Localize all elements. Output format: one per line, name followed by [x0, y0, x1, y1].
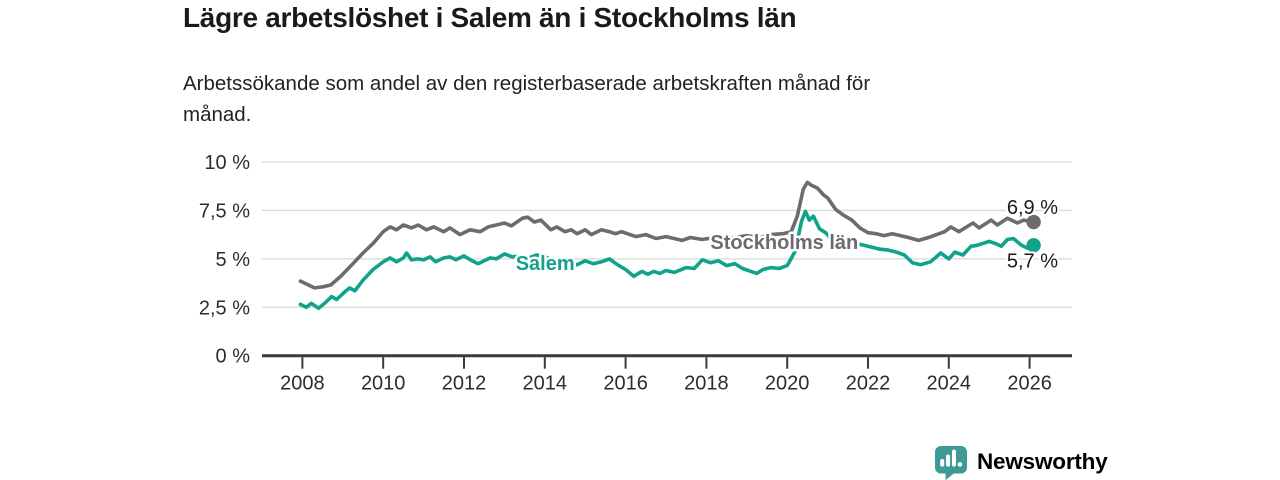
series-label: Salem — [516, 253, 575, 275]
x-tick-label: 2014 — [523, 373, 568, 395]
x-tick-label: 2022 — [846, 373, 891, 395]
x-tick-label: 2016 — [603, 373, 648, 395]
y-tick-label: 5 % — [216, 249, 251, 271]
series-line-salem — [298, 209, 1036, 310]
chart-subtitle: Arbetssökande som andel av den registerb… — [183, 68, 870, 130]
newsworthy-logo: Newsworthy — [934, 444, 1108, 480]
x-tick-label: 2012 — [442, 373, 487, 395]
chart-title: Lägre arbetslöshet i Salem än i Stockhol… — [183, 2, 797, 33]
x-tick-label: 2008 — [280, 373, 325, 395]
series-line-stockholms-l-n — [298, 180, 1036, 290]
x-tick-label: 2020 — [765, 373, 810, 395]
x-tick-label: 2026 — [1007, 373, 1052, 395]
series-end-dot — [1026, 238, 1041, 253]
subtitle-line-1: Arbetssökande som andel av den registerb… — [183, 72, 871, 95]
y-tick-label: 2,5 % — [199, 297, 250, 319]
y-tick-label: 7,5 % — [199, 200, 250, 222]
x-tick-label: 2018 — [684, 373, 729, 395]
series-label: Stockholms län — [710, 232, 858, 254]
x-tick-label: 2010 — [361, 373, 406, 395]
subtitle-line-2: månad. — [183, 103, 252, 126]
x-tick-label: 2024 — [927, 373, 972, 395]
end-value-label: 6,9 % — [1007, 197, 1058, 219]
bar-chart-bubble-icon — [935, 446, 967, 480]
series-end-dot — [1026, 214, 1041, 230]
y-tick-label: 10 % — [204, 152, 250, 174]
y-tick-label: 0 % — [216, 346, 251, 368]
brand-name: Newsworthy — [977, 449, 1108, 474]
end-value-label: 5,7 % — [1007, 250, 1058, 272]
